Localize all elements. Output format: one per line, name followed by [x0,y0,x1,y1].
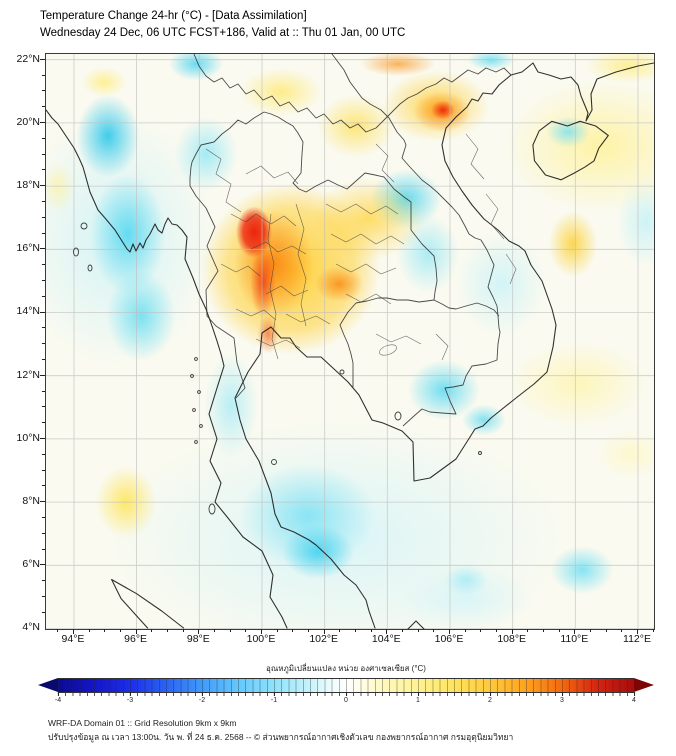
colorbar [38,678,654,693]
colorbar-tick-label: 4 [632,692,636,704]
colorbar-tick-label: -2 [198,692,206,704]
colorbar-tick-label: 3 [560,692,564,704]
map-subtitle: Wednesday 24 Dec, 06 UTC FCST+186, Valid… [40,27,406,39]
lon-tick-label: 98°E [186,633,210,645]
lon-tick-label: 108°E [497,633,527,645]
lon-tick-label: 94°E [61,633,85,645]
colorbar-gradient-bar [58,678,634,693]
lon-tick-label: 102°E [309,633,339,645]
province-borders [205,133,517,361]
lon-tick-label: 104°E [371,633,401,645]
colorbar-left-arrow [38,678,58,692]
lat-tick-label: 18°N [16,179,40,191]
colorbar-tick-label: 1 [416,692,420,704]
temperature-anomaly-field [46,54,654,629]
footer-model-info: WRF-DA Domain 01 :: Grid Resolution 9km … [48,718,237,728]
graticule-grid [46,54,654,629]
coastlines [46,62,654,629]
map-plot-area [45,53,655,630]
country-borders [189,54,512,427]
title-block: Temperature Change 24-hr (°C) - [Data As… [40,8,405,42]
map-overlay-svg [46,54,654,629]
lat-tick-label: 10°N [16,432,40,444]
lon-tick-label: 110°E [560,633,589,645]
lat-tick-label: 4°N [22,621,40,633]
lon-tick-label: 106°E [434,633,464,645]
islands [73,222,482,515]
lat-tick-label: 12°N [16,369,40,381]
colorbar-tick-label: -1 [270,692,278,704]
lat-tick-label: 22°N [16,53,40,65]
lat-tick-label: 14°N [16,305,40,317]
colorbar-title: อุณหภูมิเปลี่ยนแปลง หน่วย องศาเซลเซียส (… [266,664,426,673]
lat-tick-label: 16°N [16,242,40,254]
colorbar-tick-label: 2 [488,692,492,704]
lat-tick-label: 20°N [16,116,40,128]
colorbar-tick-label: -4 [54,692,62,704]
footer-credit-thai: ปรับปรุงข้อมูล ณ เวลา 13:00น. วัน พ. ที่… [48,732,514,742]
lon-tick-label: 96°E [124,633,148,645]
lon-tick-label: 112°E [623,633,651,645]
colorbar-right-arrow [634,678,654,692]
lat-tick-label: 8°N [22,495,40,507]
colorbar-tick-label: -3 [126,692,134,704]
colorbar-tick-label: 0 [344,692,348,704]
lon-tick-label: 100°E [246,633,276,645]
lat-tick-label: 6°N [22,558,40,570]
map-title: Temperature Change 24-hr (°C) - [Data As… [40,10,307,22]
